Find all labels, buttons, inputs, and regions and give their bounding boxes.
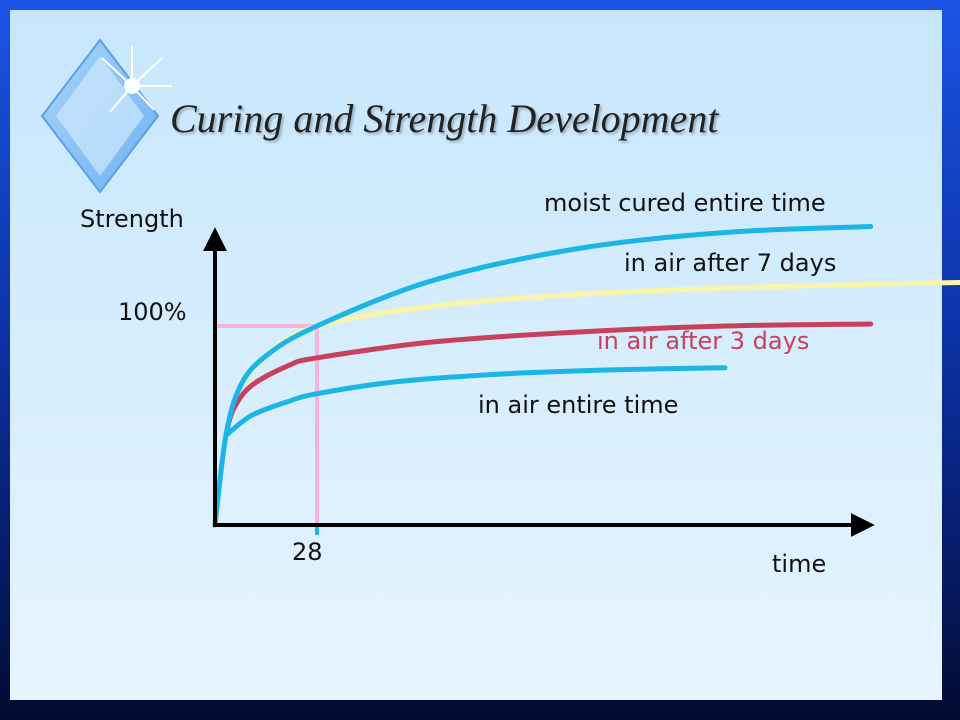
curve-air-entire-time (223, 365, 728, 438)
y-reference-label: 100% (118, 298, 187, 326)
series-label-air-after-7-days: in air after 7 days (624, 249, 836, 277)
series-label-air-after-3-days: in air after 3 days (597, 327, 809, 355)
diamond-sparkle-logo (40, 38, 172, 194)
x-axis-label: time (772, 550, 826, 578)
slide-title: Curing and Strength Development (170, 96, 719, 141)
series-label-air-entire-time: in air entire time (478, 391, 678, 419)
series-label-moist-cured: moist cured entire time (544, 189, 826, 217)
slide-background: Curing and Strength Development (10, 10, 942, 700)
curve-moist-cured (212, 224, 874, 528)
y-axis-label: Strength (80, 205, 184, 233)
x-reference-label: 28 (292, 538, 323, 566)
curve-air-after-3-days (223, 321, 874, 438)
